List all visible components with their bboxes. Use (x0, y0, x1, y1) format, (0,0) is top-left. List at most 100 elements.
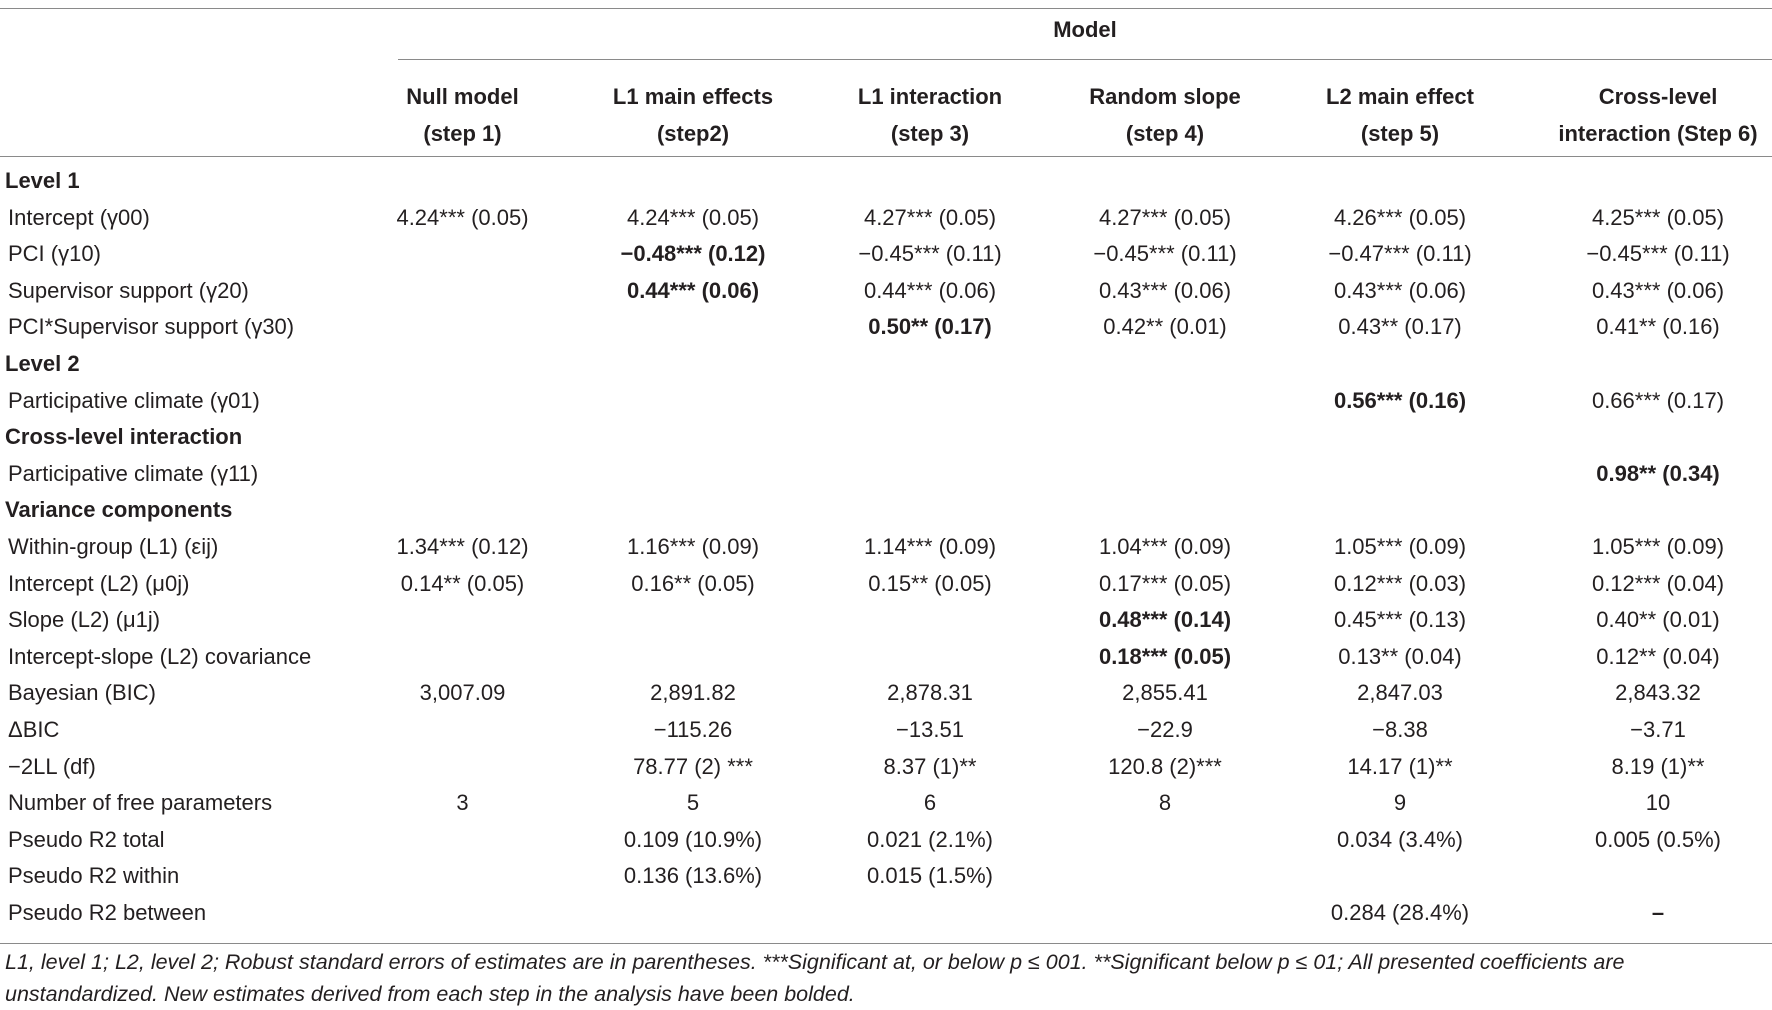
table-cell (1310, 456, 1490, 493)
row-label: Participative climate (γ01) (8, 387, 260, 413)
section-label: Level 2 (5, 350, 80, 376)
table-row: Number of free parameters 3 5 6 8 9 10 (0, 785, 1772, 822)
table-cell: 0.98** (0.34) (1596, 460, 1720, 486)
table-cell (603, 895, 783, 932)
row-label: Intercept (γ00) (8, 204, 150, 230)
table-cell: 1.16*** (0.09) (626, 533, 760, 559)
column-header-line2: (step 1) (423, 121, 502, 146)
table-cell (603, 639, 783, 676)
table-cell: 0.44*** (0.06) (626, 277, 760, 303)
table-cell: 0.12*** (0.03) (1333, 570, 1467, 596)
table-cell (380, 822, 545, 859)
column-header-line2: (step2) (656, 121, 730, 146)
section-header-row: Level 1 (0, 163, 1772, 200)
top-rule (0, 8, 1772, 9)
table-cell: 3,007.09 (419, 680, 506, 706)
row-label: PCI*Supervisor support (γ30) (8, 314, 295, 340)
table-cell (380, 895, 545, 932)
table-cell (380, 309, 545, 346)
table-cell: 1.05*** (0.09) (1591, 533, 1725, 559)
table-cell: −0.47*** (0.11) (1328, 241, 1472, 267)
row-label: ΔBIC (8, 716, 60, 742)
table-cell: 1.04*** (0.09) (1098, 533, 1232, 559)
table-cell: 8.19 (1)** (1611, 753, 1705, 779)
table-cell (1568, 858, 1748, 895)
table-cell (1075, 895, 1255, 932)
table-cell (380, 858, 545, 895)
table-row: PCI (γ10) −0.48*** (0.12) −0.45*** (0.11) −… (0, 236, 1772, 273)
table-cell (380, 749, 545, 786)
section-label: Variance components (5, 497, 233, 523)
table-cell (1075, 383, 1255, 420)
row-label: Participative climate (γ11) (8, 460, 259, 486)
table-cell (1075, 822, 1255, 859)
table-cell (380, 383, 545, 420)
table-cell: −0.45*** (0.11) (1586, 241, 1730, 267)
column-header-line1: L1 main effects (612, 84, 774, 109)
table-cell: 4.27*** (0.05) (863, 204, 997, 230)
table-cell (603, 309, 783, 346)
table-row: Within-group (L1) (εij) 1.34*** (0.12) 1.1… (0, 529, 1772, 566)
table-cell: 0.44*** (0.06) (863, 277, 997, 303)
table-cell: −13.51 (896, 716, 964, 742)
table-cell (380, 456, 545, 493)
table-cell: 1.14*** (0.09) (863, 533, 997, 559)
table-cell: 78.77 (2) *** (633, 753, 753, 779)
table-cell (840, 602, 1020, 639)
section-header-row: Level 2 (0, 346, 1772, 383)
table-cell: 0.136 (13.6%) (623, 863, 763, 889)
section-label: Cross-level interaction (5, 424, 243, 450)
table-row: Slope (L2) (μ1j) 0.48*** (0.14) 0.45*** (0… (0, 602, 1772, 639)
table-cell: 0.12** (0.04) (1596, 643, 1720, 669)
table-cell (840, 895, 1020, 932)
row-label: Pseudo R2 total (8, 826, 165, 852)
table-cell: 0.48*** (0.14) (1098, 607, 1232, 633)
column-header-line1: Cross-level (1598, 84, 1718, 109)
row-label: −2LL (df) (8, 753, 96, 779)
table-cell: 0.16** (0.05) (631, 570, 755, 596)
column-header-line1: L2 main effect (1326, 84, 1474, 109)
table-cell: – (1651, 899, 1665, 925)
table-cell: 0.015 (1.5%) (867, 863, 993, 889)
table-cell (380, 273, 545, 310)
table-cell: 0.17*** (0.05) (1098, 570, 1232, 596)
column-header-line1: Random slope (1089, 84, 1241, 109)
table-row: Pseudo R2 between 0.284 (28.4%) – (0, 895, 1772, 932)
table-row: Pseudo R2 within 0.136 (13.6%) 0.015 (1.5%… (0, 858, 1772, 895)
table-cell: 4.27*** (0.05) (1098, 204, 1232, 230)
table-cell: 0.50** (0.17) (868, 314, 992, 340)
column-header-random-slope: Random slope (step 4) (1055, 78, 1275, 152)
row-label: Pseudo R2 between (8, 899, 207, 925)
table-row: Intercept (L2) (μ0j) 0.14** (0.05) 0.16** … (0, 566, 1772, 603)
table-cell: 0.18*** (0.05) (1098, 643, 1232, 669)
row-label: PCI (γ10) (8, 241, 101, 267)
table-row: PCI*Supervisor support (γ30) 0.50** (0.17… (0, 309, 1772, 346)
table-cell (380, 236, 545, 273)
table-cell: 0.66*** (0.17) (1591, 387, 1725, 413)
table-cell: 0.005 (0.5%) (1595, 826, 1721, 852)
table-cell: 0.14** (0.05) (400, 570, 525, 596)
section-label: Level 1 (5, 168, 80, 193)
column-header-line2: (step 3) (890, 121, 970, 146)
column-header-line1: L1 interaction (857, 84, 1003, 109)
column-header-l2-main-effect: L2 main effect (step 5) (1290, 78, 1510, 152)
model-header-rule (398, 59, 1772, 60)
table-cell: 8 (1158, 790, 1172, 816)
table-cell: 0.42** (0.01) (1103, 314, 1227, 340)
section-header-row: Cross-level interaction (0, 419, 1772, 456)
column-header-line1: Null model (406, 84, 519, 109)
table-cell: 2,891.82 (650, 680, 736, 706)
table-cell: 6 (923, 790, 937, 816)
table-cell: 2,855.41 (1122, 680, 1208, 706)
table-cell: −3.71 (1630, 716, 1686, 742)
table-cell (603, 456, 783, 493)
table-cell (840, 639, 1020, 676)
table-cell (1075, 858, 1255, 895)
table-cell: 0.13** (0.04) (1338, 643, 1462, 669)
model-header: Model (1053, 17, 1117, 42)
table-row: Bayesian (BIC) 3,007.09 2,891.82 2,878.31 2,… (0, 675, 1772, 712)
column-header-line2: interaction (Step 6) (1558, 121, 1758, 146)
footer-rule (0, 943, 1772, 944)
column-header-line2: (step 4) (1125, 121, 1205, 146)
table-cell: −115.26 (653, 716, 733, 742)
